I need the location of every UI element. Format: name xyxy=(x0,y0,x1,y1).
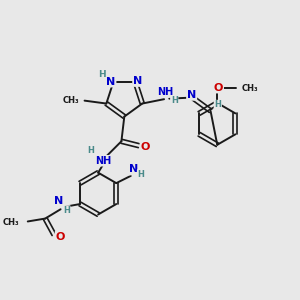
Text: O: O xyxy=(214,82,223,92)
Text: H: H xyxy=(214,100,221,109)
Text: H: H xyxy=(63,206,70,215)
Text: N: N xyxy=(128,164,138,175)
Text: H: H xyxy=(98,70,106,79)
Text: H: H xyxy=(137,170,144,179)
Text: NH: NH xyxy=(95,156,111,166)
Text: N: N xyxy=(106,76,116,87)
Text: O: O xyxy=(56,232,65,242)
Text: N: N xyxy=(133,76,142,86)
Text: NH: NH xyxy=(158,87,174,97)
Text: CH₃: CH₃ xyxy=(242,84,259,93)
Text: CH₃: CH₃ xyxy=(62,96,79,105)
Text: N: N xyxy=(187,90,196,100)
Text: N: N xyxy=(54,196,64,206)
Text: H: H xyxy=(171,96,178,105)
Text: O: O xyxy=(140,142,150,152)
Text: CH₃: CH₃ xyxy=(3,218,20,227)
Text: H: H xyxy=(88,146,94,155)
